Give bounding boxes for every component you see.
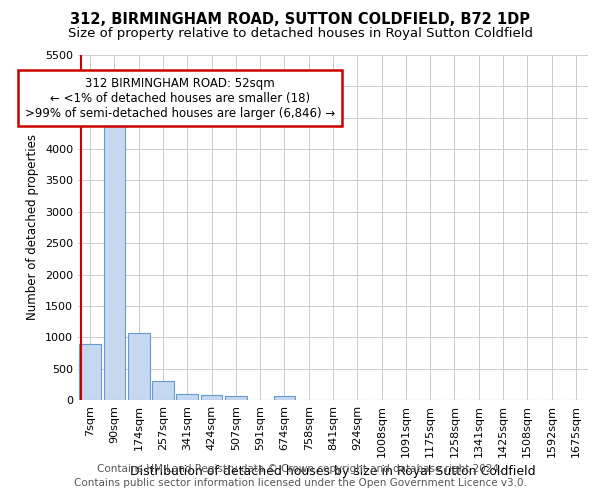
Text: Size of property relative to detached houses in Royal Sutton Coldfield: Size of property relative to detached ho… <box>67 28 533 40</box>
Bar <box>128 333 149 400</box>
X-axis label: Distribution of detached houses by size in Royal Sutton Coldfield: Distribution of detached houses by size … <box>130 465 536 478</box>
Bar <box>176 394 198 400</box>
Text: Contains HM Land Registry data © Crown copyright and database right 2024.
Contai: Contains HM Land Registry data © Crown c… <box>74 464 526 487</box>
Bar <box>274 396 295 400</box>
Bar <box>200 395 223 400</box>
Text: 312 BIRMINGHAM ROAD: 52sqm
← <1% of detached houses are smaller (18)
>99% of sem: 312 BIRMINGHAM ROAD: 52sqm ← <1% of deta… <box>25 77 335 120</box>
Bar <box>79 344 101 400</box>
Bar <box>152 381 174 400</box>
Y-axis label: Number of detached properties: Number of detached properties <box>26 134 40 320</box>
Bar <box>225 396 247 400</box>
Bar <box>104 112 125 400</box>
Text: 312, BIRMINGHAM ROAD, SUTTON COLDFIELD, B72 1DP: 312, BIRMINGHAM ROAD, SUTTON COLDFIELD, … <box>70 12 530 28</box>
